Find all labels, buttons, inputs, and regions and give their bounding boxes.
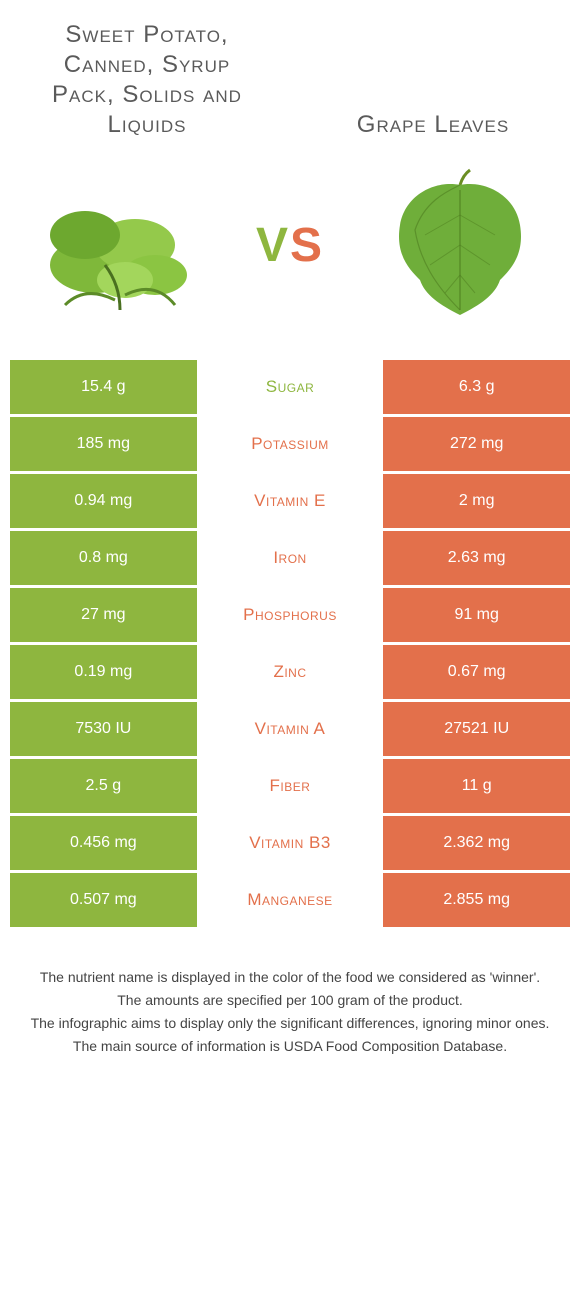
left-value: 0.507 mg (10, 873, 197, 927)
left-food-title: Sweet Potato, Canned, Syrup Pack, Solids… (30, 20, 264, 140)
nutrient-label: Iron (197, 531, 384, 585)
right-value: 6.3 g (383, 360, 570, 414)
right-value: 2.362 mg (383, 816, 570, 870)
right-value: 2.855 mg (383, 873, 570, 927)
left-value: 15.4 g (10, 360, 197, 414)
right-value: 2 mg (383, 474, 570, 528)
vs-label: VS (256, 218, 324, 273)
right-value: 11 g (383, 759, 570, 813)
table-row: 0.8 mgIron2.63 mg (10, 531, 570, 585)
left-food-image (20, 160, 220, 330)
footer-notes: The nutrient name is displayed in the co… (10, 967, 570, 1057)
nutrient-label: Vitamin A (197, 702, 384, 756)
left-value: 0.94 mg (10, 474, 197, 528)
nutrient-label: Phosphorus (197, 588, 384, 642)
note-line: The nutrient name is displayed in the co… (30, 967, 550, 988)
left-value: 27 mg (10, 588, 197, 642)
nutrient-label: Fiber (197, 759, 384, 813)
table-row: 27 mgPhosphorus91 mg (10, 588, 570, 642)
table-row: 0.456 mgVitamin B32.362 mg (10, 816, 570, 870)
images-row: VS (10, 150, 570, 360)
right-value: 91 mg (383, 588, 570, 642)
right-value: 272 mg (383, 417, 570, 471)
nutrient-label: Vitamin B3 (197, 816, 384, 870)
right-value: 2.63 mg (383, 531, 570, 585)
table-row: 2.5 gFiber11 g (10, 759, 570, 813)
vs-v: V (256, 219, 290, 272)
nutrient-label: Potassium (197, 417, 384, 471)
note-line: The amounts are specified per 100 gram o… (30, 990, 550, 1011)
vs-s: S (290, 219, 324, 272)
note-line: The infographic aims to display only the… (30, 1013, 550, 1034)
left-value: 2.5 g (10, 759, 197, 813)
right-food-image (360, 160, 560, 330)
table-row: 0.507 mgManganese2.855 mg (10, 873, 570, 927)
left-value: 185 mg (10, 417, 197, 471)
right-value: 27521 IU (383, 702, 570, 756)
table-row: 185 mgPotassium272 mg (10, 417, 570, 471)
nutrient-label: Zinc (197, 645, 384, 699)
table-row: 0.94 mgVitamin E2 mg (10, 474, 570, 528)
table-row: 15.4 gSugar6.3 g (10, 360, 570, 414)
table-row: 7530 IUVitamin A27521 IU (10, 702, 570, 756)
right-food-title: Grape Leaves (316, 110, 550, 140)
nutrient-label: Manganese (197, 873, 384, 927)
note-line: The main source of information is USDA F… (30, 1036, 550, 1057)
table-row: 0.19 mgZinc0.67 mg (10, 645, 570, 699)
nutrient-label: Sugar (197, 360, 384, 414)
left-value: 0.456 mg (10, 816, 197, 870)
left-value: 7530 IU (10, 702, 197, 756)
left-value: 0.19 mg (10, 645, 197, 699)
right-value: 0.67 mg (383, 645, 570, 699)
comparison-table: 15.4 gSugar6.3 g185 mgPotassium272 mg0.9… (10, 360, 570, 927)
nutrient-label: Vitamin E (197, 474, 384, 528)
left-value: 0.8 mg (10, 531, 197, 585)
